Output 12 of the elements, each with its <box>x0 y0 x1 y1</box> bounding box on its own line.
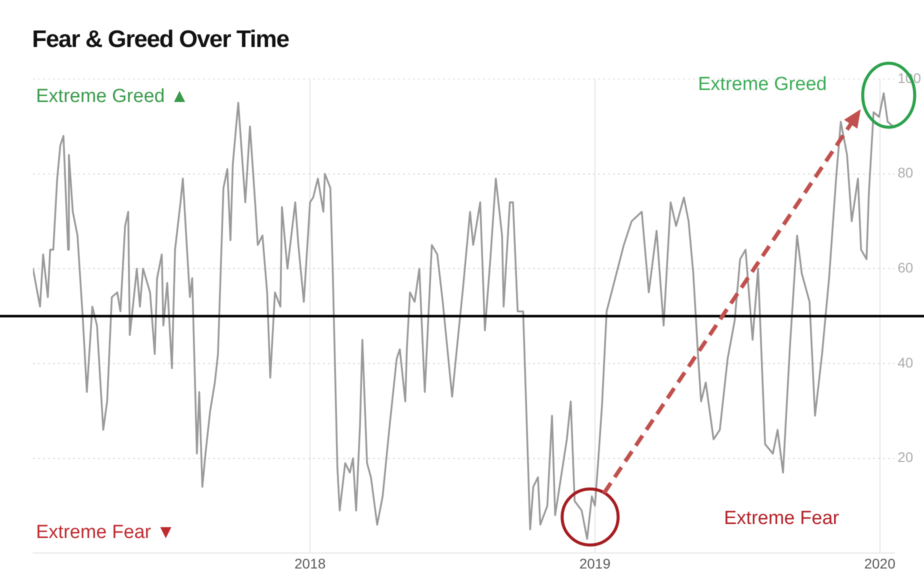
y-tick-label: 20 <box>898 449 914 466</box>
annotation: Extreme Greed <box>698 74 827 96</box>
x-tick-label: 2019 <box>579 555 611 572</box>
x-tick-label: 2018 <box>294 555 326 572</box>
y-tick-label: 80 <box>898 164 914 181</box>
x-tick-label: 2020 <box>864 555 896 572</box>
annotation: Extreme Fear <box>724 508 840 530</box>
chart-title: Fear & Greed Over Time <box>32 26 289 54</box>
annotation: Extreme Greed ▲ <box>36 86 189 108</box>
y-tick-label: 60 <box>898 260 914 276</box>
annotation: Extreme Fear ▼ <box>36 522 176 544</box>
y-tick-label: 40 <box>898 354 914 370</box>
